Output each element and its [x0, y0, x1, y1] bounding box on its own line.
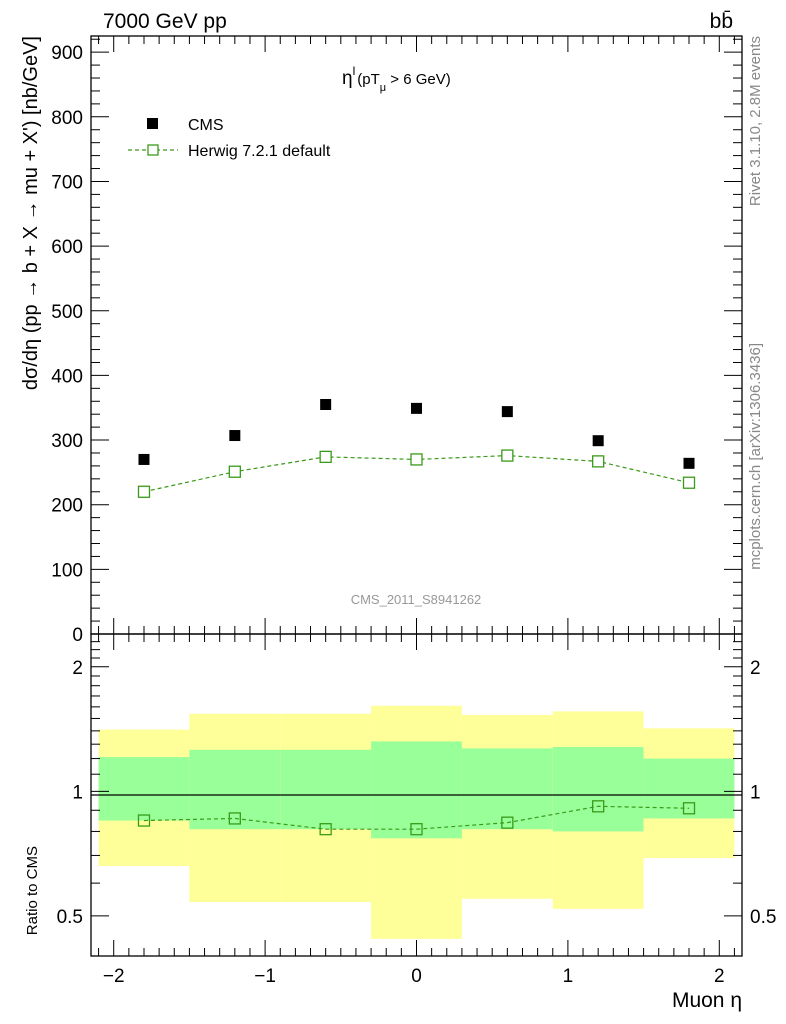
ratio-herwig-point	[137, 814, 151, 827]
cms-point	[592, 435, 604, 447]
plot-title-main: η	[342, 68, 353, 89]
herwig-point	[319, 450, 332, 464]
ratio-band-inner	[643, 758, 735, 819]
ratio-herwig-point	[228, 812, 241, 825]
ratio-x-tick-label: −2	[103, 966, 125, 987]
legend-cms-marker	[147, 118, 158, 129]
legend-herwig-marker	[147, 144, 159, 156]
main-ylabel: dσ/dη (pp → b + X → mu + X') [nb/GeV]	[20, 36, 42, 390]
ratio-ylabel: Ratio to CMS	[24, 846, 41, 935]
ratio-herwig-point	[682, 802, 696, 815]
cms-point	[229, 430, 241, 442]
main-y-tick-label: 0	[72, 625, 83, 646]
herwig-point	[228, 465, 241, 478]
ratio-herwig-line	[143, 805, 690, 830]
herwig-point	[501, 449, 514, 462]
ratio-band-inner	[371, 741, 462, 839]
cms-point	[411, 402, 422, 414]
main-ticks: 0 100 200 300 400 500 600 700 800 900	[51, 36, 742, 646]
main-panel: 0 100 200 300 400 500 600 700 800 900 dσ/dη (pp →…	[20, 35, 743, 646]
ratio-y-tick-label: 0.5	[57, 907, 83, 928]
cms-point	[683, 457, 695, 469]
legend: CMS Herwig 7.2.1 default	[128, 117, 331, 160]
ratio-herwig-point	[592, 800, 605, 813]
ratio-y-tick-label: 1	[72, 782, 83, 803]
ratio-y-tick-label-right: 1	[750, 782, 761, 803]
plot-title-sub: μ	[380, 82, 386, 94]
main-y-tick-label: 900	[51, 43, 83, 64]
ratio-y-tick-label: 2	[72, 658, 83, 679]
plot-title-open: (pT	[357, 71, 380, 88]
cms-point	[320, 398, 332, 410]
ratio-xlabel: Muon η	[672, 989, 742, 1012]
ratio-herwig-point	[410, 823, 423, 836]
main-y-tick-label: 100	[51, 560, 83, 581]
ratio-band-inner	[552, 746, 644, 832]
watermark: CMS_2011_S8941262	[351, 592, 482, 607]
herwig-point	[682, 476, 696, 489]
ratio-x-tick-label: −1	[254, 966, 276, 987]
herwig-point	[592, 455, 605, 468]
main-marks	[137, 398, 696, 498]
plot-title-rest: > 6 GeV)	[386, 71, 451, 88]
ratio-x-tick-label: 2	[714, 966, 725, 987]
ratio-x-tick-label: 0	[411, 966, 422, 987]
plot-title-sup: l	[353, 64, 356, 78]
ratio-y-tick-label-right: 0.5	[750, 907, 776, 928]
ratio-x-tick-label: 1	[563, 966, 574, 987]
ratio-y-tick-label-right: 2	[750, 658, 761, 679]
main-y-tick-label: 800	[51, 108, 83, 129]
process-label: 7000 GeV pp	[103, 10, 227, 33]
ratio-marks	[137, 800, 696, 836]
main-y-tick-label: 400	[51, 366, 83, 387]
main-y-tick-label: 300	[51, 431, 83, 452]
herwig-point	[137, 485, 151, 498]
main-y-tick-label: 600	[51, 237, 83, 258]
ratio-bands	[98, 705, 735, 939]
ratio-ticks: 0.5 0.5 1 1 2 2 −2 −1 0 1 2	[57, 634, 776, 987]
ratio-panel: 0.5 0.5 1 1 2 2 −2 −1 0 1 2 Ratio to CMS Muon η	[24, 633, 776, 1012]
cms-point	[501, 406, 513, 418]
ratio-herwig-point	[501, 816, 514, 829]
cms-point	[138, 453, 150, 465]
herwig-point	[410, 453, 423, 466]
channel-label: bb̄	[710, 10, 733, 33]
ratio-band-inner	[280, 749, 372, 830]
ratio-herwig-point	[319, 823, 332, 836]
ratio-band-inner	[189, 749, 281, 830]
plot-title: ηl (pTμ > 6 GeV)	[342, 64, 451, 94]
legend-herwig-label: Herwig 7.2.1 default	[188, 143, 331, 160]
mcplots-label: mcplots.cern.ch [arXiv:1306.3436]	[747, 343, 764, 570]
main-y-tick-label: 200	[51, 496, 83, 517]
main-y-tick-label: 700	[51, 172, 83, 193]
legend-cms-label: CMS	[188, 117, 224, 134]
ratio-band-inner	[98, 757, 190, 821]
ratio-band-inner	[461, 748, 553, 830]
rivet-label: Rivet 3.1.10, 2.8M events	[747, 36, 764, 206]
main-y-tick-label: 500	[51, 302, 83, 323]
